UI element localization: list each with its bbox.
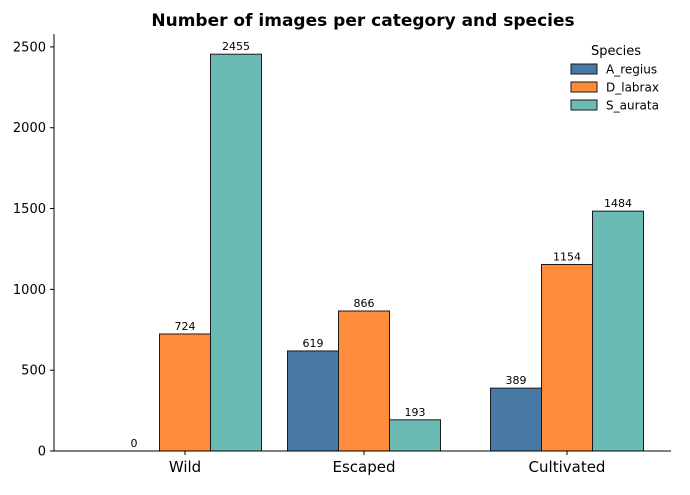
x-tick-label-Wild: Wild bbox=[169, 458, 201, 476]
legend-swatch-D_labrax bbox=[570, 81, 598, 93]
legend-title: Species bbox=[591, 44, 641, 59]
bar-S_aurata-Cultivated bbox=[592, 210, 644, 452]
x-tick-label-Escaped: Escaped bbox=[332, 458, 395, 476]
bar-D_labrax-Escaped bbox=[338, 310, 390, 452]
x-tick-label-Cultivated: Cultivated bbox=[529, 458, 606, 476]
y-tick-label: 0 bbox=[38, 445, 46, 460]
bar-D_labrax-Wild bbox=[159, 333, 211, 452]
y-tick-label: 2000 bbox=[13, 121, 46, 136]
data-labels-group: 0 619 389 724 866 1154 2455 193 1484 bbox=[131, 40, 633, 450]
legend-swatch-A_regius bbox=[570, 63, 598, 75]
data-label-S_aurata-Wild: 2455 bbox=[222, 40, 250, 53]
y-tick-label: 1500 bbox=[13, 202, 46, 217]
bar-A_regius-Cultivated bbox=[490, 387, 542, 452]
data-label-A_regius-Wild: 0 bbox=[131, 437, 138, 450]
data-label-A_regius-Escaped: 619 bbox=[303, 337, 324, 350]
y-axis: 0 500 1000 1500 2000 2500 bbox=[13, 34, 55, 460]
data-label-S_aurata-Cultivated: 1484 bbox=[604, 197, 632, 210]
legend-label-S_aurata: S_aurata bbox=[606, 99, 659, 113]
y-tick-label: 500 bbox=[21, 364, 46, 379]
data-label-D_labrax-Escaped: 866 bbox=[354, 297, 375, 310]
legend-label-D_labrax: D_labrax bbox=[606, 81, 659, 95]
x-axis: Wild Escaped Cultivated bbox=[54, 450, 671, 476]
legend: Species A_regius D_labrax S_aurata bbox=[570, 44, 659, 113]
data-label-D_labrax-Cultivated: 1154 bbox=[553, 250, 581, 263]
legend-swatch-S_aurata bbox=[570, 99, 598, 111]
bar-S_aurata-Escaped bbox=[389, 419, 441, 452]
y-tick-label: 1000 bbox=[13, 283, 46, 298]
legend-label-A_regius: A_regius bbox=[606, 63, 657, 77]
bar-A_regius-Escaped bbox=[287, 350, 339, 452]
bars-group bbox=[159, 53, 644, 452]
data-label-S_aurata-Escaped: 193 bbox=[405, 406, 426, 419]
data-label-D_labrax-Wild: 724 bbox=[175, 320, 196, 333]
bar-S_aurata-Wild bbox=[210, 53, 262, 452]
data-label-A_regius-Cultivated: 389 bbox=[506, 374, 527, 387]
y-tick-label: 2500 bbox=[13, 40, 46, 55]
bar-D_labrax-Cultivated bbox=[541, 263, 593, 452]
chart-title: Number of images per category and specie… bbox=[151, 11, 574, 31]
